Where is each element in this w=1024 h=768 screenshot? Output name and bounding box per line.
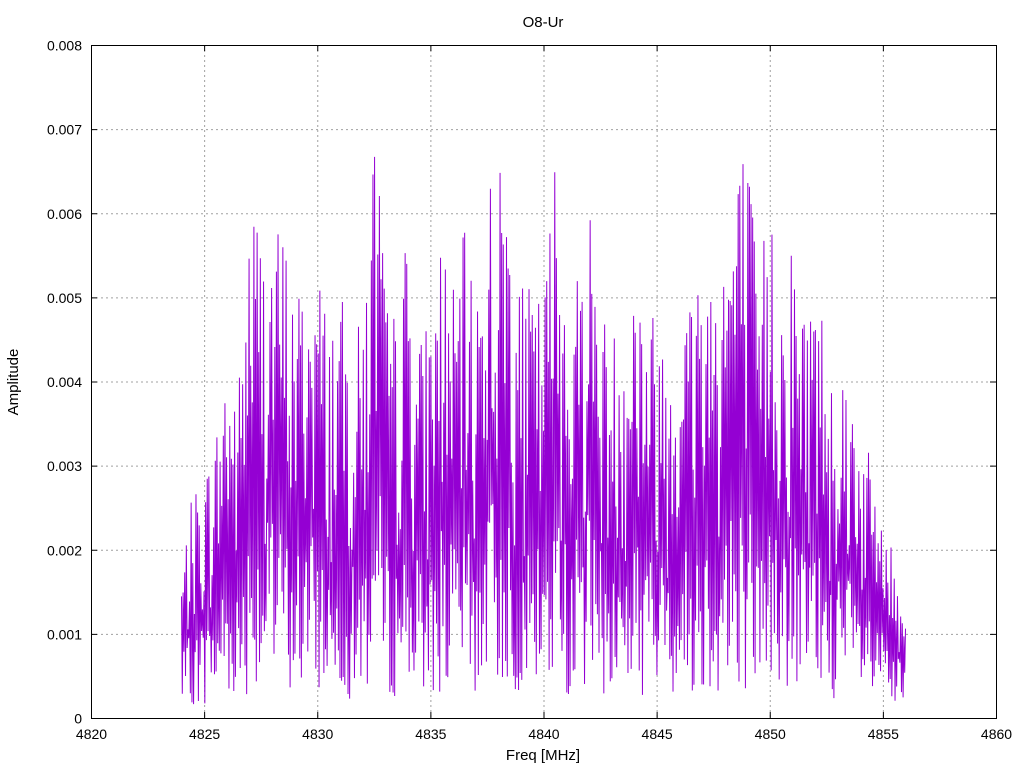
- x-tick-label: 4820: [76, 726, 107, 742]
- x-tick-label: 4850: [755, 726, 786, 742]
- y-tick-label: 0.001: [47, 626, 82, 642]
- y-tick-label: 0.005: [47, 290, 82, 306]
- x-tick-label: 4845: [642, 726, 673, 742]
- label-layer: 4820 4825 4830 4835 4840 4845 4850 4855 4860 0 0.0…: [47, 38, 1012, 743]
- x-tick-label: 4855: [868, 726, 899, 742]
- x-tick-label: 4835: [415, 726, 446, 742]
- y-tick-label: 0.006: [47, 206, 82, 222]
- tick-layer: [91, 45, 997, 719]
- y-tick-label: 0.004: [47, 374, 82, 390]
- trace-layer: [181, 156, 906, 705]
- x-tick-label: 4860: [981, 726, 1012, 742]
- chart-title: O8-Ur: [523, 14, 564, 31]
- x-tick-label: 4840: [528, 726, 559, 742]
- grid-layer: [91, 45, 996, 718]
- y-tick-label: 0: [74, 711, 82, 727]
- y-tick-label: 0.007: [47, 122, 82, 138]
- y-axis-title: Amplitude: [5, 349, 22, 416]
- spectrum-trace: [181, 156, 906, 705]
- x-tick-label: 4825: [189, 726, 220, 742]
- y-tick-label: 0.003: [47, 458, 82, 474]
- y-tick-label: 0.008: [47, 38, 82, 54]
- y-tick-label: 0.002: [47, 542, 82, 558]
- x-axis-title: Freq [MHz]: [506, 747, 580, 764]
- x-tick-label: 4830: [302, 726, 333, 742]
